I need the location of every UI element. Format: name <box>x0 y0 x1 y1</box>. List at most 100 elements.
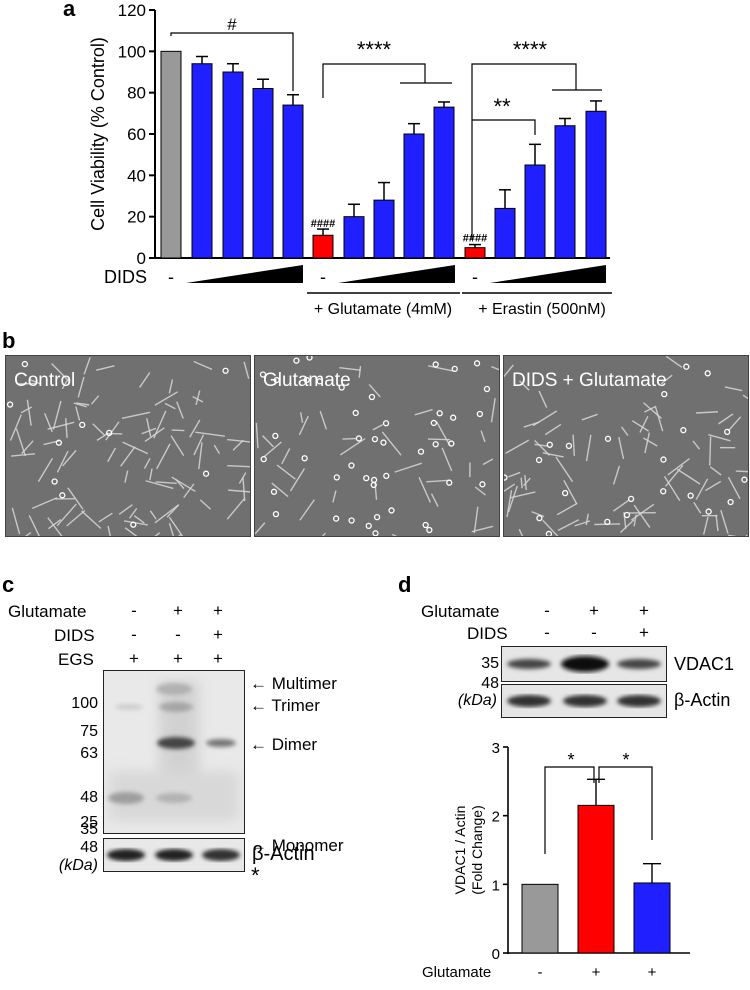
round-cell <box>106 429 113 437</box>
round-cell <box>272 432 279 440</box>
cell <box>665 464 684 487</box>
round-cell <box>79 421 86 428</box>
cell <box>321 532 326 536</box>
round-cell <box>272 510 280 518</box>
cell <box>96 365 115 371</box>
cell <box>47 518 62 530</box>
micrograph-glutamate: Glutamate <box>254 355 500 537</box>
cell <box>643 437 658 447</box>
cell <box>298 415 309 436</box>
y-tick-label: 40 <box>127 166 146 185</box>
d-mw-48: 48 <box>481 675 499 692</box>
bar <box>633 882 671 954</box>
round-cell <box>422 521 429 529</box>
cell <box>66 509 86 527</box>
cell <box>20 406 33 414</box>
cell <box>518 528 524 536</box>
cell <box>26 399 32 426</box>
cell <box>189 419 201 438</box>
vdac1-bar-chart: 0 1 2 3 VDAC1 / Actin (Fold Change) * * Glutamat… <box>422 740 690 990</box>
cell <box>107 447 117 463</box>
cell <box>556 502 578 516</box>
round-cell <box>260 455 267 463</box>
round-cell <box>380 439 387 446</box>
cell <box>633 504 651 528</box>
bar <box>343 216 365 259</box>
cell <box>585 513 589 526</box>
cell <box>696 411 718 414</box>
cell <box>663 476 681 502</box>
round-cell <box>623 511 631 519</box>
cell <box>262 435 274 448</box>
cell <box>430 493 439 507</box>
cell <box>418 476 432 503</box>
sign-c-egs-3: + <box>213 649 223 668</box>
row-sign: - <box>538 964 543 981</box>
cell <box>531 511 545 518</box>
cell <box>507 485 518 513</box>
round-cell <box>451 365 458 373</box>
cell <box>319 410 328 430</box>
sig-label: **** <box>357 37 392 62</box>
row-label-dids: DIDS <box>54 626 95 645</box>
sign-c-dids-3: + <box>213 625 223 644</box>
micrograph-background <box>255 356 499 536</box>
cell <box>702 516 709 535</box>
round-cell <box>338 384 345 391</box>
cell <box>145 480 174 490</box>
cell <box>718 413 734 425</box>
bracket-hash <box>170 32 294 91</box>
row-label: DIDS <box>468 987 504 990</box>
round-cell <box>535 456 543 464</box>
cell <box>175 478 185 490</box>
round-cell <box>450 414 457 421</box>
bar <box>282 104 304 259</box>
d-row-label-glutamate: Glutamate <box>421 602 500 621</box>
sig-label: * <box>567 750 574 770</box>
cell <box>77 376 85 398</box>
d-mw-35: 35 <box>481 655 499 672</box>
cell <box>742 394 748 400</box>
cell <box>154 532 161 536</box>
cell <box>154 504 180 524</box>
row-sign: - <box>538 987 543 990</box>
cell <box>555 456 574 483</box>
bar-label: #### <box>311 218 335 230</box>
cell <box>414 408 433 416</box>
cell <box>332 490 337 503</box>
cell <box>141 427 157 435</box>
y-tick-label: 100 <box>118 42 146 61</box>
sign-d-dids-3: + <box>639 623 649 642</box>
round-cell <box>545 530 553 536</box>
row-label: Glutamate <box>422 964 491 981</box>
cell <box>727 416 742 432</box>
cell <box>381 431 402 456</box>
cell <box>374 481 378 500</box>
cell <box>123 520 148 526</box>
cell <box>255 522 266 535</box>
cell <box>227 438 250 443</box>
bar <box>433 106 455 259</box>
round-cell <box>704 370 711 377</box>
round-cell <box>352 409 359 417</box>
cell <box>289 468 306 492</box>
sig-label: **** <box>513 37 548 62</box>
cell <box>47 421 75 430</box>
micrograph-image-glutamate <box>255 356 499 536</box>
cell <box>299 499 315 521</box>
sign-d-dids-2: - <box>591 623 597 642</box>
cell <box>105 421 120 441</box>
vdac1-blot-bands <box>502 647 666 681</box>
sign-d-glu-2: + <box>589 601 599 620</box>
cell <box>339 437 366 456</box>
cell <box>534 443 549 447</box>
cell <box>168 379 174 394</box>
cell <box>213 444 221 455</box>
cell <box>281 448 291 465</box>
row-sign: - <box>594 987 599 990</box>
cell <box>76 402 90 406</box>
round-cell <box>432 441 439 448</box>
cell <box>510 491 536 499</box>
cell <box>660 374 673 385</box>
arrow-trimer: ← Trimer <box>250 696 320 715</box>
